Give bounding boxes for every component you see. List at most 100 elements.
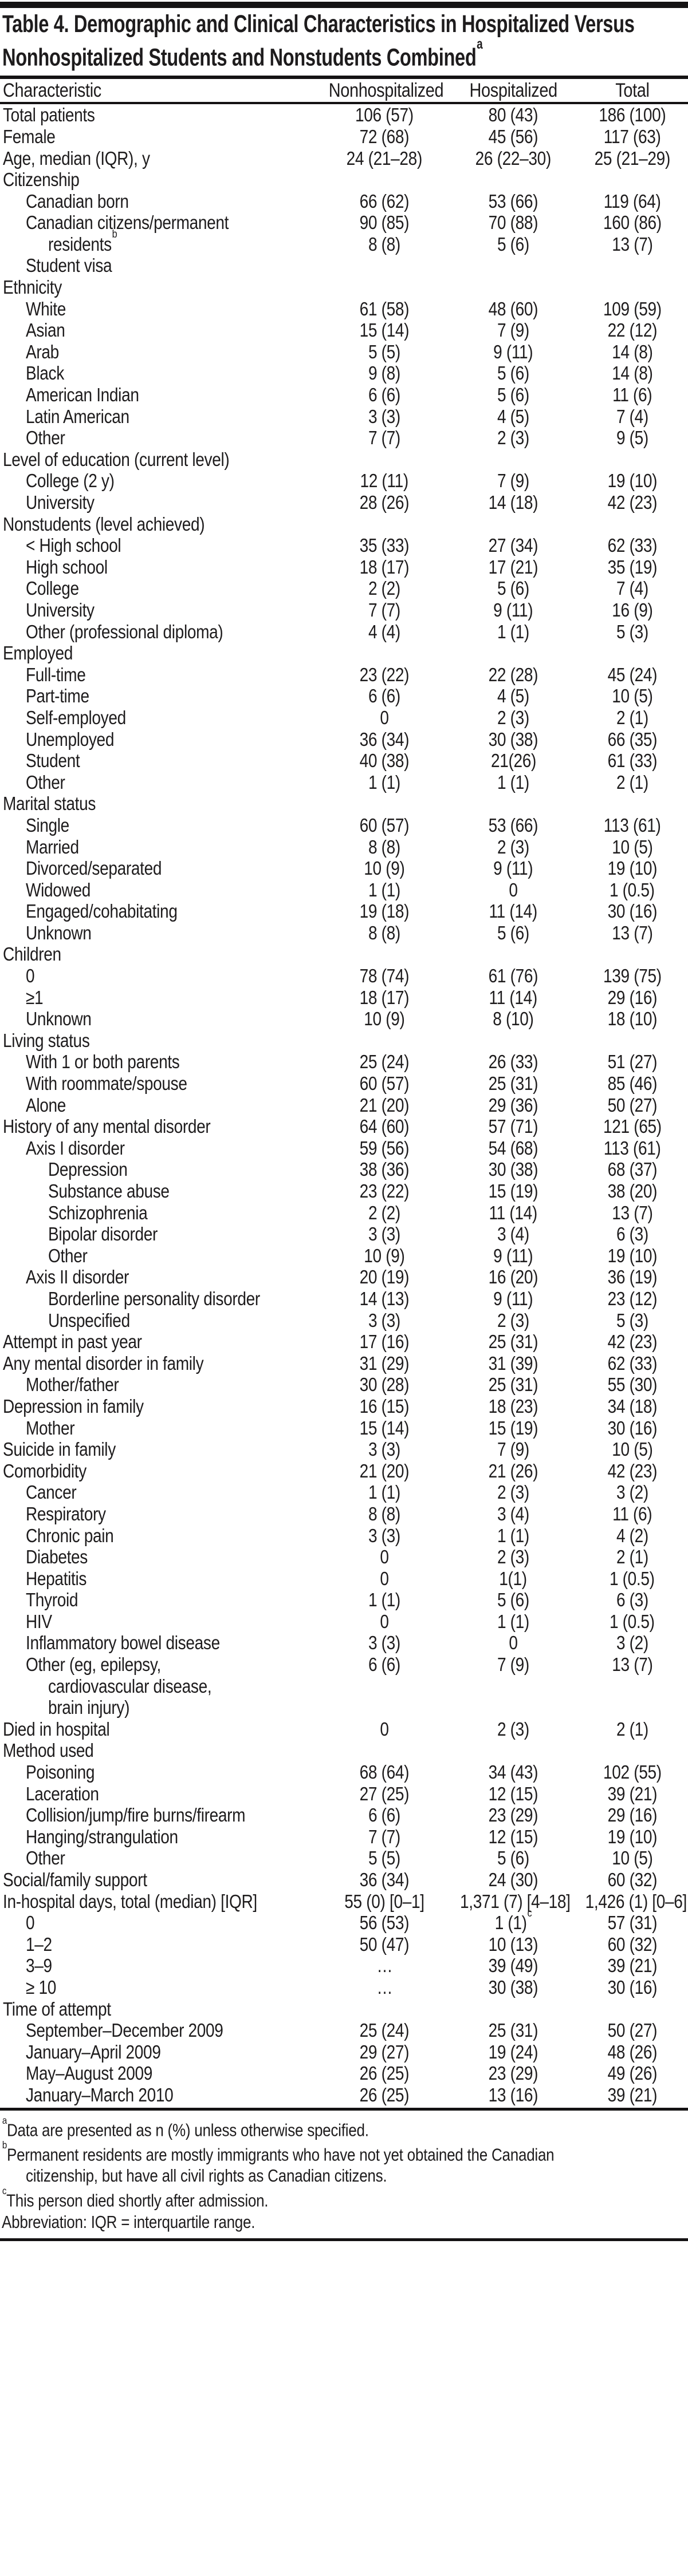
table-row: Collision/jump/fire burns/firearm 6 (6) 23… [0, 1804, 688, 1826]
table-row: Inflammatory bowel disease 3 (3) 0 3 (2) [0, 1632, 688, 1654]
table-row: January–March 2010 26 (25) 13 (16) 39 (21) [0, 2084, 688, 2106]
table-row: Latin American 3 (3) 4 (5) 7 (4) [0, 406, 688, 428]
row-value: 5 (6) [497, 922, 529, 943]
row-value [576, 1740, 688, 1761]
row-value: 160 (86) [603, 212, 662, 234]
row-value: 39 (49) [488, 1955, 538, 1977]
row-value: 7 (9) [497, 1439, 529, 1460]
table-row: Living status [0, 1030, 688, 1052]
row-value: 50 (47) [359, 1933, 410, 1955]
row-value: 27 (34) [488, 535, 538, 556]
row-value: 2 (1) [616, 1546, 648, 1568]
row-value: 10 (9) [364, 1244, 405, 1266]
row-label: Died in hospital [3, 1718, 110, 1740]
row-value [450, 449, 576, 471]
row-value: 78 (74) [359, 965, 410, 987]
row-value: 24 (21–28) [346, 147, 423, 169]
row-label: Social/family support [3, 1869, 147, 1891]
row-value: 13 (7) [611, 922, 653, 943]
row-label: Nonstudents (level achieved) [3, 513, 205, 535]
row-value [319, 169, 450, 191]
row-label: Self-employed [26, 706, 126, 728]
row-value: 7 (9) [497, 319, 529, 341]
row-value: 66 (35) [607, 728, 657, 750]
row-value [319, 1697, 450, 1718]
row-label: 0 [26, 1912, 35, 1934]
row-value [450, 1998, 576, 2020]
row-value: 70 (88) [488, 212, 538, 234]
rule-below-header [0, 102, 688, 105]
row-value: 12 (15) [488, 1826, 538, 1847]
row-label: Female [3, 125, 56, 147]
column-header-nonhospitalized: Nonhospitalized [328, 79, 444, 101]
row-value [319, 1740, 450, 1761]
table-row: Unknown 8 (8) 5 (6) 13 (7) [0, 922, 688, 944]
row-value [576, 1998, 688, 2020]
row-value: 23 (29) [488, 1804, 538, 1826]
row-label: Ethnicity [3, 276, 62, 298]
row-label: Schizophrenia [48, 1202, 148, 1223]
row-value [450, 276, 576, 298]
row-value: 9 (11) [493, 1244, 533, 1266]
row-value: 26 (25) [359, 2063, 410, 2084]
row-value: 9 (5) [616, 427, 648, 449]
row-value: 186 (100) [598, 104, 666, 126]
table-row: Total patients 106 (57) 80 (43) 186 (100) [0, 104, 688, 126]
row-label: 1–2 [26, 1933, 52, 1955]
row-label: Respiratory [26, 1503, 106, 1524]
row-value: 2 (1) [616, 1718, 648, 1740]
row-value: 2 (2) [368, 578, 400, 599]
row-value: 14 (8) [611, 341, 653, 362]
row-label: Other [26, 1847, 65, 1869]
row-value: 5 (6) [497, 1589, 529, 1611]
row-value: 18 (23) [488, 1395, 538, 1417]
row-value: 106 (57) [355, 104, 414, 126]
row-label: Depression in family [3, 1395, 144, 1417]
row-value: 6 (3) [616, 1589, 648, 1611]
row-value [576, 449, 688, 471]
row-value: 9 (11) [493, 599, 533, 621]
table-row: Age, median (IQR), y 24 (21–28) 26 (22–30)… [0, 148, 688, 169]
row-value: 20 (19) [359, 1266, 410, 1288]
row-value [576, 1697, 688, 1718]
row-value: 10 (5) [611, 685, 653, 707]
row-value: 21 (20) [359, 1460, 410, 1481]
row-value: 1 (1) [368, 771, 400, 793]
row-value: 0 [380, 1567, 389, 1589]
row-label: Other (professional diploma) [26, 621, 223, 642]
row-value: 2 (2) [368, 1202, 400, 1223]
table-row: Substance abuse 23 (22) 15 (19) 38 (20) [0, 1180, 688, 1202]
row-label: Black [26, 362, 64, 384]
row-value: 5 (3) [616, 1309, 648, 1331]
row-value: 60 (32) [607, 1933, 657, 1955]
row-value: 90 (85) [359, 212, 410, 234]
row-label: Arab [26, 341, 59, 362]
table-row: History of any mental disorder 64 (60) 57 … [0, 1116, 688, 1137]
row-label: Attempt in past year [3, 1331, 142, 1353]
table-row: 0 56 (53) 1 (1)c 57 (31) [0, 1907, 688, 1934]
row-label: 0 [26, 965, 35, 987]
row-value: 117 (63) [603, 125, 661, 147]
row-value: 6 (6) [368, 1654, 400, 1676]
footnotes: aData are presented as n (%) unless othe… [0, 2111, 688, 2238]
row-value: 1,371 (7) [4–18] [459, 1890, 571, 1912]
table-row: Asian 15 (14) 7 (9) 22 (12) [0, 319, 688, 341]
row-value: 15 (14) [359, 319, 410, 341]
row-value: 50 (27) [607, 2020, 657, 2041]
row-value: 5 (3) [616, 621, 648, 642]
footnote-marker: c [2, 2185, 7, 2197]
footnote-marker: b [2, 2139, 7, 2151]
row-value: 25 (31) [488, 2020, 538, 2041]
row-value: 18 (17) [359, 556, 410, 578]
row-label: ≥1 [26, 986, 44, 1008]
row-value: 18 (17) [359, 986, 410, 1008]
footnote-line: Abbreviation: IQR = interquartile range. [2, 2211, 255, 2232]
column-header-total: Total [615, 79, 650, 101]
footnote-line: cThis person died shortly after admissio… [2, 2185, 269, 2211]
row-value: 4 (4) [368, 621, 400, 642]
table-row: Bipolar disorder 3 (3) 3 (4) 6 (3) [0, 1223, 688, 1245]
rule-below-body [0, 2107, 688, 2111]
row-label: Canadian citizens/permanent [26, 212, 229, 234]
row-value: 3 (3) [368, 1309, 400, 1331]
row-value [576, 1676, 688, 1697]
